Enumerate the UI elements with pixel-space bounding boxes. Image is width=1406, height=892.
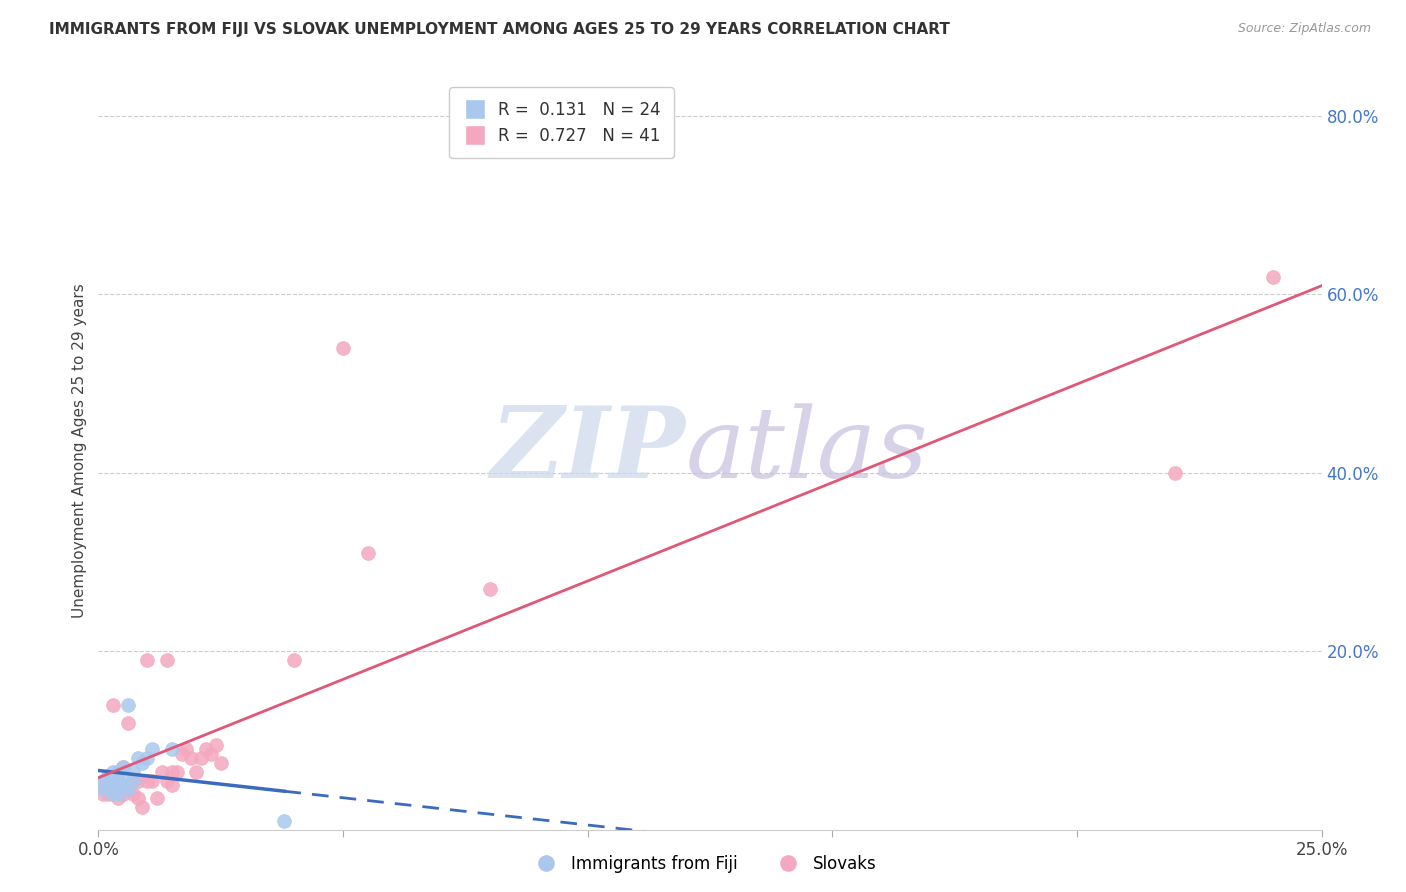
Point (101, 698, 124, 712)
Point (190, 751, 212, 765)
Legend: R =  0.131   N = 24, R =  0.727   N = 41: R = 0.131 N = 24, R = 0.727 N = 41 (450, 87, 673, 158)
Point (283, 653, 305, 667)
Point (150, 764, 173, 779)
Point (205, 738, 228, 752)
Point (146, 791, 169, 805)
Point (1261, 269, 1284, 284)
Point (97, 778, 120, 792)
Point (170, 747, 193, 761)
Point (136, 773, 159, 788)
Point (136, 751, 159, 765)
Point (107, 764, 129, 779)
Point (156, 773, 179, 788)
Point (156, 653, 179, 667)
Point (180, 751, 202, 765)
Point (186, 764, 208, 779)
Point (200, 747, 222, 761)
Point (1164, 466, 1187, 480)
Point (117, 698, 139, 712)
Point (273, 814, 295, 828)
Point (101, 773, 124, 788)
Point (356, 546, 378, 560)
Point (91, 778, 114, 792)
Text: ZIP: ZIP (491, 402, 686, 499)
Text: IMMIGRANTS FROM FIJI VS SLOVAK UNEMPLOYMENT AMONG AGES 25 TO 29 YEARS CORRELATIO: IMMIGRANTS FROM FIJI VS SLOVAK UNEMPLOYM… (49, 22, 950, 37)
Point (101, 764, 124, 779)
Point (107, 778, 129, 792)
Point (111, 769, 134, 783)
Point (101, 778, 124, 792)
Point (136, 653, 159, 667)
Point (131, 800, 153, 814)
Point (160, 742, 183, 756)
Point (121, 764, 143, 779)
Legend: Immigrants from Fiji, Slovaks: Immigrants from Fiji, Slovaks (523, 848, 883, 880)
Point (111, 760, 134, 774)
Point (176, 742, 198, 756)
Text: Source: ZipAtlas.com: Source: ZipAtlas.com (1237, 22, 1371, 36)
Point (107, 773, 129, 788)
Point (121, 773, 143, 788)
Y-axis label: Unemployment Among Ages 25 to 29 years: Unemployment Among Ages 25 to 29 years (72, 283, 87, 618)
Point (332, 341, 354, 355)
Point (160, 764, 183, 779)
Point (107, 791, 129, 805)
Point (107, 764, 129, 779)
Point (111, 778, 134, 792)
Point (107, 787, 129, 801)
Point (101, 773, 124, 788)
Point (478, 582, 501, 596)
Point (121, 773, 143, 788)
Point (141, 773, 163, 788)
Point (195, 742, 218, 756)
Point (117, 715, 139, 730)
Point (127, 791, 149, 805)
Point (117, 782, 139, 797)
Point (121, 787, 143, 801)
Text: atlas: atlas (686, 403, 928, 498)
Point (127, 751, 149, 765)
Point (131, 756, 153, 770)
Point (117, 782, 139, 797)
Point (209, 756, 232, 770)
Point (101, 787, 124, 801)
Point (166, 764, 188, 779)
Point (111, 760, 134, 774)
Point (101, 782, 124, 797)
Point (91, 773, 114, 788)
Point (91, 782, 114, 797)
Point (141, 742, 163, 756)
Point (127, 773, 149, 788)
Point (97, 787, 120, 801)
Point (91, 787, 114, 801)
Point (97, 769, 120, 783)
Point (160, 778, 183, 792)
Point (97, 769, 120, 783)
Point (111, 787, 134, 801)
